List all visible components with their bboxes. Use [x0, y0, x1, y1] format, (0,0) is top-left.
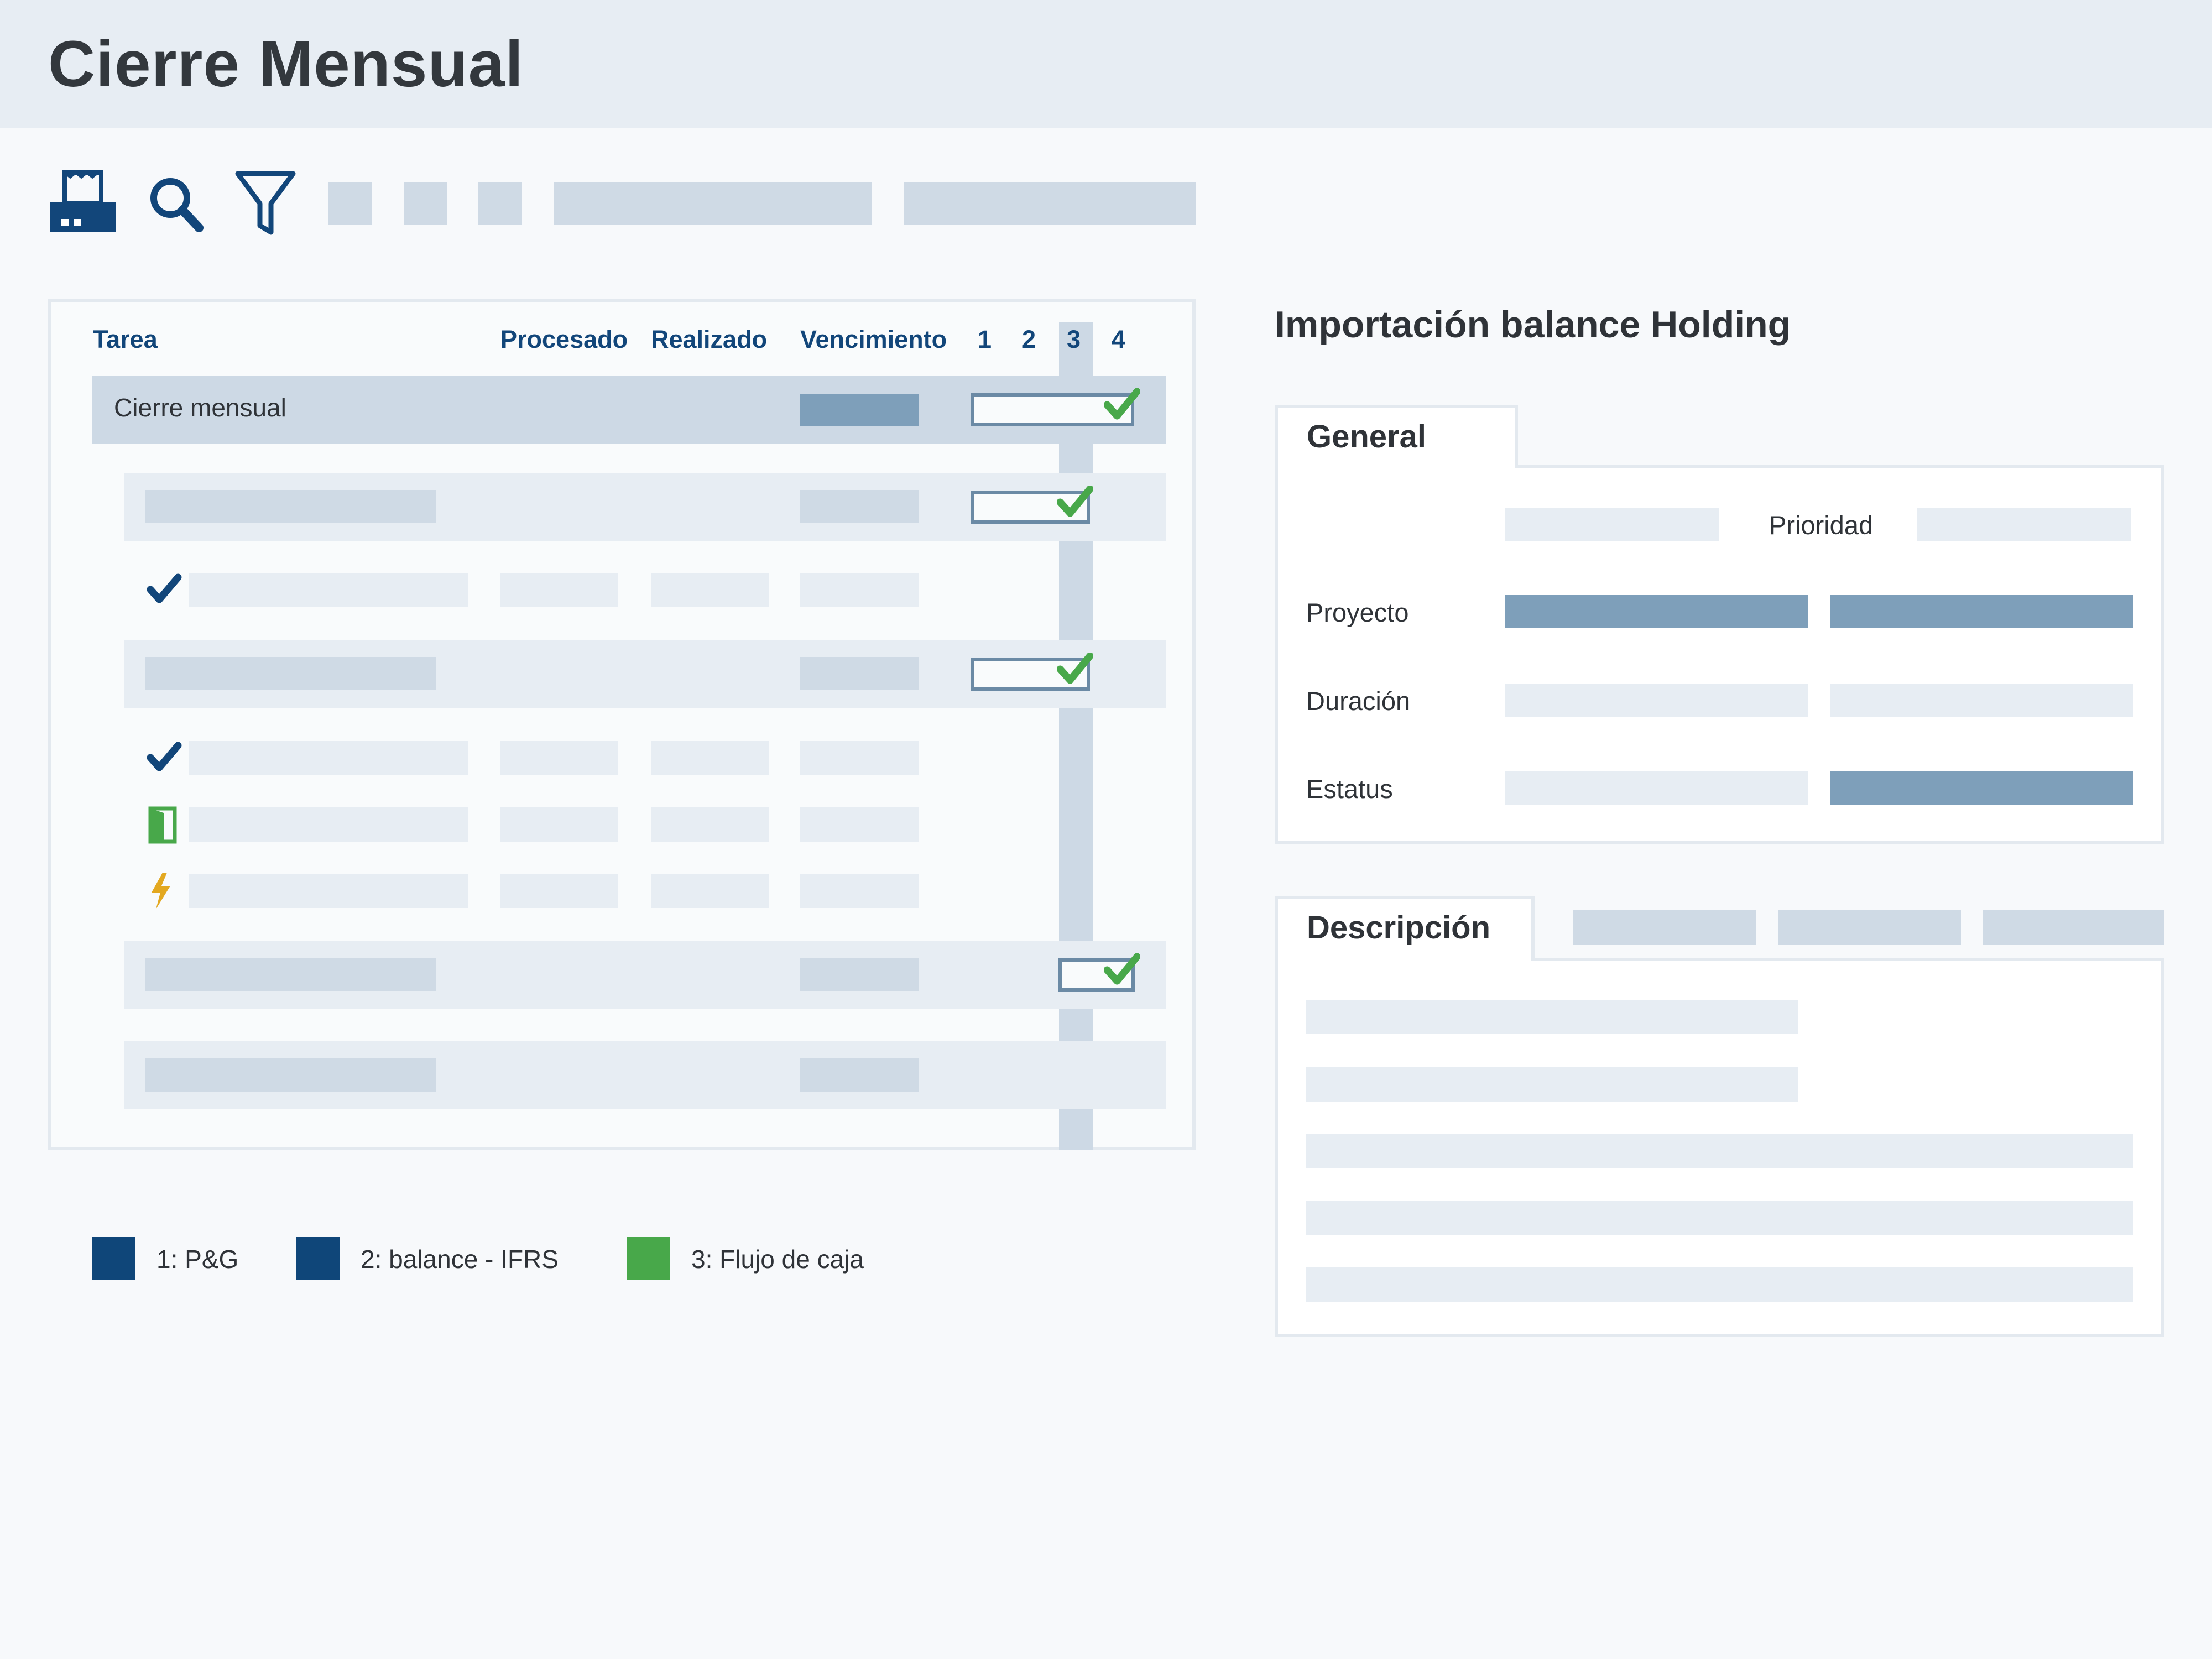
- processed-value: [500, 874, 618, 908]
- main-row-label: Cierre mensual: [114, 393, 286, 422]
- progress-bar: [971, 491, 1090, 524]
- search-icon[interactable]: [148, 176, 204, 232]
- duration-value[interactable]: [1505, 684, 1808, 717]
- due-date-value: [800, 807, 919, 842]
- status-value-secondary[interactable]: [1830, 771, 2133, 805]
- duration-value-secondary[interactable]: [1830, 684, 2133, 717]
- progress-bar: [971, 393, 1134, 426]
- task-name: [145, 1058, 436, 1092]
- priority-value[interactable]: [1917, 508, 2131, 541]
- due-date-value: [800, 874, 919, 908]
- toolbar-field[interactable]: [904, 182, 1196, 225]
- tab-description[interactable]: Descripción: [1275, 896, 1535, 961]
- description-line: [1306, 1201, 2133, 1235]
- description-tab-placeholder[interactable]: [1778, 910, 1961, 945]
- task-name[interactable]: [189, 874, 468, 908]
- processed-value: [500, 807, 618, 842]
- legend-label-balance: 2: balance - IFRS: [361, 1245, 559, 1274]
- project-label: Proyecto: [1306, 598, 1409, 627]
- column-header-task[interactable]: Tarea: [93, 325, 158, 353]
- lightning-icon: [152, 873, 170, 909]
- project-value[interactable]: [1505, 595, 1808, 628]
- toolbar-button[interactable]: [478, 182, 522, 225]
- tab-general[interactable]: General: [1275, 405, 1518, 468]
- check-icon: [147, 742, 182, 771]
- due-date-value: [800, 741, 919, 775]
- detail-title: Importación balance Holding: [1275, 304, 1791, 346]
- column-header-done[interactable]: Realizado: [651, 325, 768, 353]
- field-value[interactable]: [1505, 508, 1719, 541]
- done-value: [651, 807, 769, 842]
- task-name[interactable]: [189, 807, 468, 842]
- due-date-value: [800, 1058, 919, 1092]
- column-header-due[interactable]: Vencimiento: [800, 325, 947, 353]
- app-header: Cierre Mensual: [0, 0, 2212, 128]
- check-icon: [147, 573, 182, 603]
- door-open-icon: [148, 806, 177, 844]
- toolbar-field[interactable]: [554, 182, 872, 225]
- due-date-value: [800, 490, 919, 523]
- legend-swatch-cashflow: [627, 1237, 670, 1280]
- check-icon: [1057, 486, 1093, 517]
- legend-label-pg: 1: P&G: [156, 1245, 239, 1274]
- legend-swatch-balance: [296, 1237, 340, 1280]
- check-icon: [1104, 388, 1140, 420]
- priority-label: Prioridad: [1769, 510, 1874, 540]
- tab-description-label: Descripción: [1307, 910, 1490, 946]
- due-date-value: [800, 958, 919, 991]
- toolbar-button[interactable]: [404, 182, 447, 225]
- description-line: [1306, 1134, 2133, 1168]
- print-icon[interactable]: [48, 170, 118, 234]
- description-line: [1306, 1067, 1798, 1102]
- due-date-value: [800, 394, 919, 426]
- column-header-period-1[interactable]: 1: [978, 325, 992, 353]
- tab-general-join: [1278, 463, 1515, 469]
- progress-bar: [971, 658, 1090, 691]
- column-header-period-3[interactable]: 3: [1067, 325, 1081, 353]
- description-tab-placeholder[interactable]: [1983, 910, 2164, 945]
- description-line: [1306, 1000, 1798, 1034]
- duration-label: Duración: [1306, 686, 1411, 716]
- toolbar-button[interactable]: [328, 182, 372, 225]
- tab-general-label: General: [1307, 419, 1426, 455]
- check-icon: [1104, 953, 1140, 985]
- done-value: [651, 741, 769, 775]
- check-icon: [1057, 653, 1093, 684]
- column-header-period-4[interactable]: 4: [1112, 325, 1126, 353]
- period-highlight-column: [1059, 322, 1093, 1150]
- done-value: [651, 573, 769, 607]
- task-name: [145, 490, 436, 523]
- status-label: Estatus: [1306, 774, 1393, 804]
- processed-value: [500, 741, 618, 775]
- page-title: Cierre Mensual: [48, 28, 524, 101]
- task-name: [145, 958, 436, 991]
- due-date-value: [800, 657, 919, 690]
- task-name[interactable]: [189, 741, 468, 775]
- due-date-value: [800, 573, 919, 607]
- column-header-period-2[interactable]: 2: [1022, 325, 1036, 353]
- project-value-secondary[interactable]: [1830, 595, 2133, 628]
- legend-label-cashflow: 3: Flujo de caja: [691, 1245, 864, 1274]
- tab-description-join: [1278, 957, 1531, 962]
- column-header-processed[interactable]: Procesado: [500, 325, 628, 353]
- done-value: [651, 874, 769, 908]
- legend-swatch-pg: [92, 1237, 135, 1280]
- description-line: [1306, 1267, 2133, 1302]
- task-name: [145, 657, 436, 690]
- processed-value: [500, 573, 618, 607]
- filter-icon[interactable]: [234, 170, 296, 236]
- status-value[interactable]: [1505, 771, 1808, 805]
- description-tab-placeholder[interactable]: [1573, 910, 1756, 945]
- task-name[interactable]: [189, 573, 468, 607]
